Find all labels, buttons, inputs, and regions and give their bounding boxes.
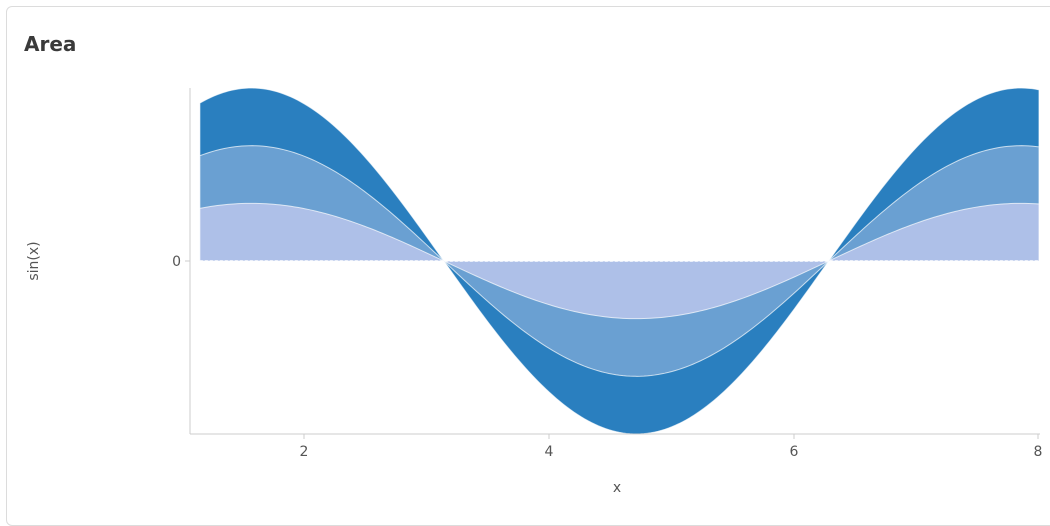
panel-title: Area <box>24 32 77 56</box>
x-ticks: 2 4 6 8 <box>300 434 1043 460</box>
y-tick-label: 0 <box>172 254 181 270</box>
x-tick-label: 6 <box>790 444 799 460</box>
x-tick-label: 2 <box>300 444 309 460</box>
y-ticks: 0 <box>172 254 190 270</box>
area-series-group <box>199 87 1040 435</box>
x-tick-label: 8 <box>1034 444 1043 460</box>
y-axis-label: sin(x) <box>26 241 42 280</box>
x-tick-label: 4 <box>545 444 554 460</box>
area-layer-1 <box>199 202 1040 320</box>
x-axis-label: x <box>613 480 621 496</box>
